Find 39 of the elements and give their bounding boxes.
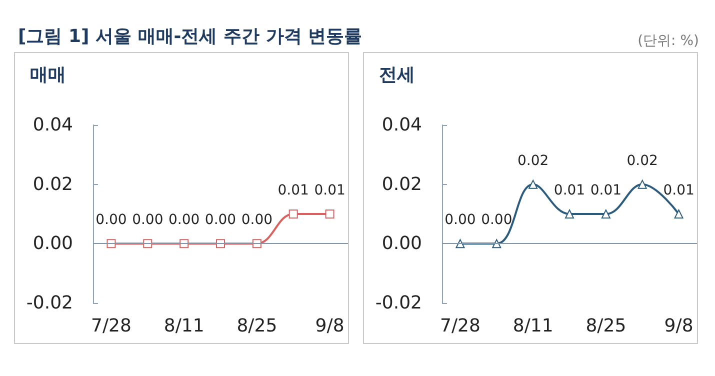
text: 0.00 (96, 212, 127, 228)
chart-title: 전세 (379, 64, 415, 86)
y-tick-label: 0.02 (382, 174, 422, 195)
text: 0.00 (444, 212, 476, 228)
text: 0.00 (132, 212, 164, 228)
text: 0.00 (481, 212, 512, 228)
y-tick-label: 0.04 (382, 114, 422, 136)
text: 0.00 (168, 212, 200, 228)
x-tick-label: 8/11 (512, 316, 554, 336)
y-tick-label: -0.02 (26, 292, 73, 314)
text: 0.01 (314, 182, 346, 198)
text: 0.01 (278, 182, 309, 198)
y-tick-label: 0.00 (382, 233, 422, 254)
text: [그림 1] 서울 매매-전세 주간 가격 변동률 (18, 25, 362, 48)
text: 0.02 (626, 152, 658, 169)
x-tick-label: 8/25 (236, 316, 278, 336)
point (638, 180, 647, 189)
x-tick-label: 7/28 (440, 316, 480, 336)
x-tick-label: 8/25 (586, 316, 626, 336)
text: 0.01 (590, 182, 622, 198)
y-tick-label: 0.00 (32, 233, 73, 254)
text: 0.00 (204, 212, 236, 228)
point (565, 210, 574, 218)
y-tick-label: 0.02 (32, 174, 73, 195)
text: 0.02 (517, 152, 549, 169)
x-tick-label: 9/8 (315, 316, 344, 336)
text: 0.01 (663, 182, 694, 198)
text: (단위: %) (638, 32, 699, 50)
y-tick-label: -0.02 (375, 292, 422, 314)
point (528, 180, 538, 189)
x-tick-label: 9/8 (664, 316, 694, 336)
x-tick-label: 8/11 (164, 316, 204, 336)
x-tick-label: 7/28 (91, 316, 132, 336)
point (674, 210, 684, 218)
y-tick-label: 0.04 (32, 114, 73, 136)
text: 0.00 (241, 212, 273, 228)
chart-title: 매매 (30, 64, 66, 86)
text: 0.01 (554, 182, 586, 198)
point (601, 210, 610, 218)
